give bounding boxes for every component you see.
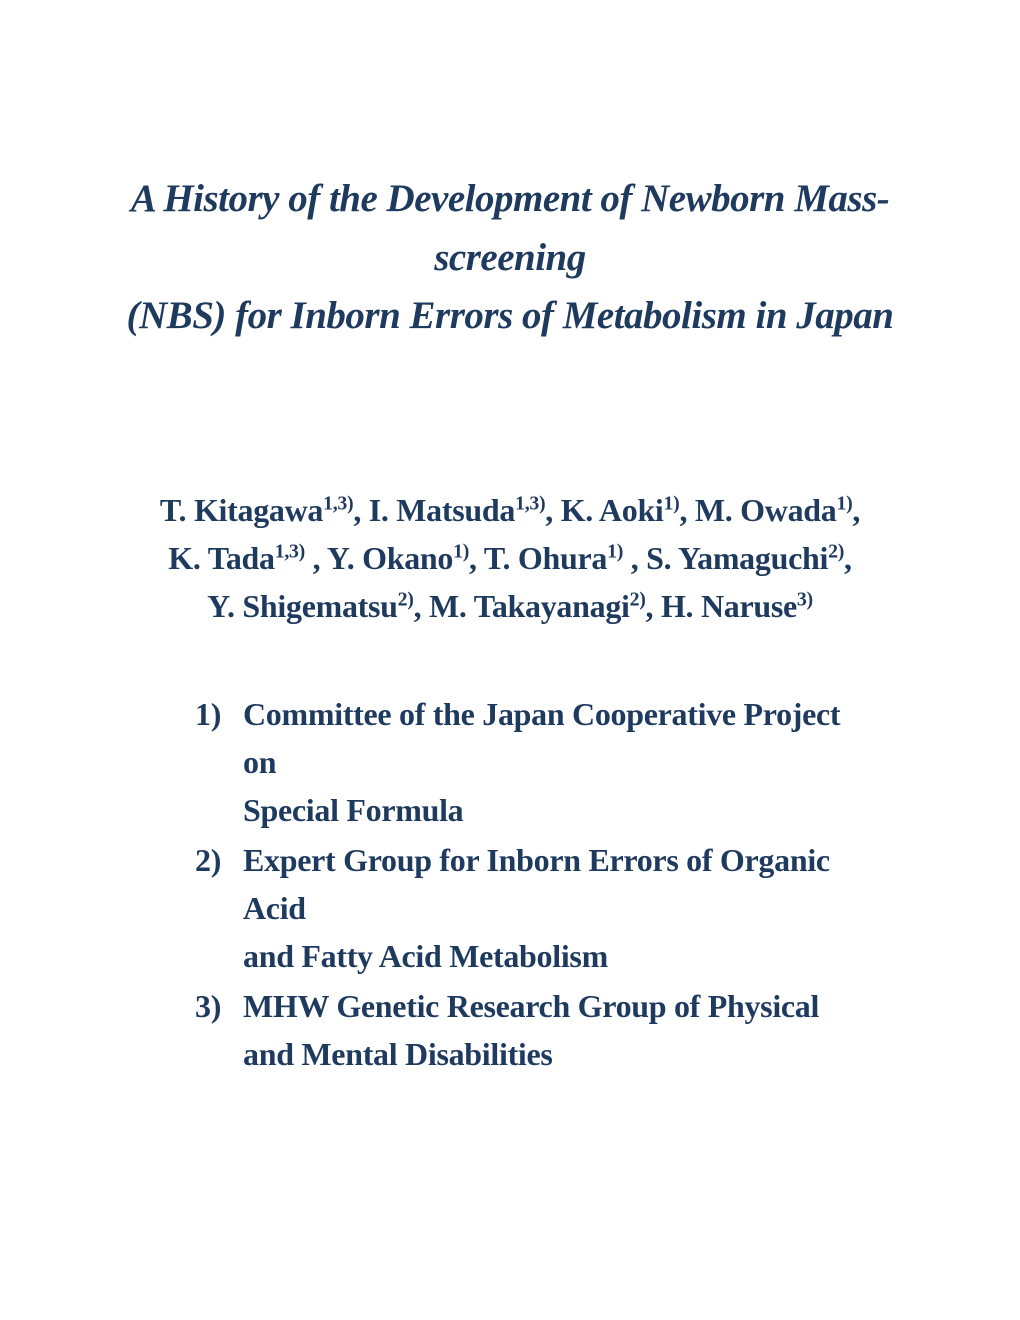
author-name: Y. Shigematsu [207, 588, 398, 624]
document-title: A History of the Development of Newborn … [60, 170, 960, 346]
author-sup: 2) [398, 588, 414, 610]
author-name: I. Matsuda [369, 492, 515, 528]
author-name: T. Ohura [484, 540, 607, 576]
author-sup: 1,3) [275, 540, 305, 562]
title-line-1: A History of the Development of Newborn … [131, 177, 890, 279]
title-line-2: (NBS) for Inborn Errors of Metabolism in… [127, 294, 894, 337]
affiliation-item: 3) MHW Genetic Research Group of Physica… [195, 982, 880, 1078]
author-name: K. Aoki [561, 492, 664, 528]
author-sup: 3) [797, 588, 813, 610]
affiliation-line: Special Formula [243, 786, 880, 834]
author-sup: 1,3) [323, 492, 353, 514]
affiliation-line: Committee of the Japan Cooperative Proje… [243, 696, 840, 780]
affiliation-number: 3) [195, 982, 243, 1078]
author-name: H. Naruse [661, 588, 797, 624]
affiliation-list: 1) Committee of the Japan Cooperative Pr… [60, 690, 960, 1078]
affiliation-line: MHW Genetic Research Group of Physical [243, 988, 819, 1024]
affiliation-number: 2) [195, 836, 243, 980]
affiliation-number: 1) [195, 690, 243, 834]
affiliation-item: 1) Committee of the Japan Cooperative Pr… [195, 690, 880, 834]
author-name: T. Kitagawa [160, 492, 323, 528]
author-sup: 1) [836, 492, 852, 514]
affiliation-text: Committee of the Japan Cooperative Proje… [243, 690, 880, 834]
author-sup: 1,3) [515, 492, 545, 514]
author-name: M. Owada [695, 492, 837, 528]
author-sup: 1) [607, 540, 623, 562]
author-list: T. Kitagawa1,3), I. Matsuda1,3), K. Aoki… [60, 486, 960, 630]
affiliation-text: Expert Group for Inborn Errors of Organi… [243, 836, 880, 980]
author-sup: 2) [630, 588, 646, 610]
affiliation-line: Expert Group for Inborn Errors of Organi… [243, 842, 830, 926]
author-sup: 1) [453, 540, 469, 562]
affiliation-item: 2) Expert Group for Inborn Errors of Org… [195, 836, 880, 980]
author-name: S. Yamaguchi [646, 540, 828, 576]
affiliation-text: MHW Genetic Research Group of Physical a… [243, 982, 880, 1078]
author-sup: 1) [664, 492, 680, 514]
affiliation-line: and Fatty Acid Metabolism [243, 932, 880, 980]
author-name: M. Takayanagi [429, 588, 630, 624]
affiliation-line: and Mental Disabilities [243, 1030, 880, 1078]
author-sup: 2) [828, 540, 844, 562]
author-name: Y. Okano [327, 540, 453, 576]
author-name: K. Tada [168, 540, 274, 576]
